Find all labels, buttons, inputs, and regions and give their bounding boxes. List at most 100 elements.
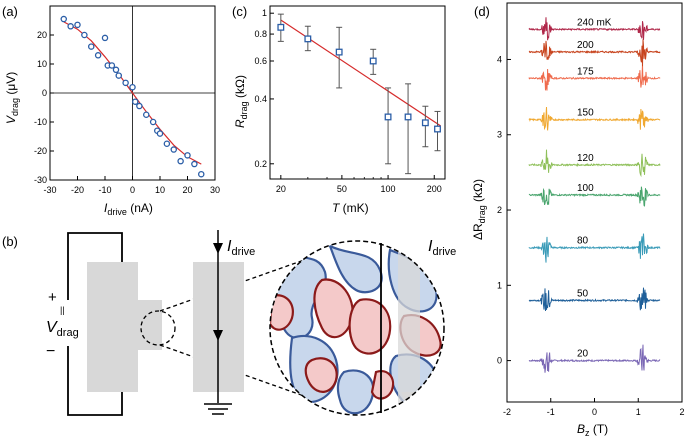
panel-c-data-point [404, 113, 412, 121]
panel-a-ylabel: Vdrag (μV) [4, 72, 20, 124]
panel-a-xtick-label: 20 [182, 185, 192, 195]
panel-a-xtick-label: -10 [98, 185, 111, 195]
panel-a-data-point [81, 31, 88, 39]
panel-c-data-point [335, 48, 343, 56]
panel-a-data-point [136, 102, 143, 110]
panel-a-data-point [74, 21, 81, 29]
panel-a-ytick-label: 10 [37, 59, 47, 69]
minus-sign: − [46, 343, 55, 360]
panel-a-data-point [170, 146, 177, 153]
panel-a-ytick-label: 0 [42, 88, 47, 98]
panel-c-data-point [434, 125, 441, 133]
panel-c: (c) 20 50 100 200 0.2 0.4 0.6 0.8 1 T (mK) Rdrag… [232, 4, 446, 215]
panel-d-trace [528, 186, 661, 207]
panel-a-data-point [131, 98, 139, 105]
panel-d-frame [506, 2, 683, 403]
panel-a-data-point [101, 34, 109, 42]
panel-d-xtick-label: 2 [679, 407, 684, 417]
panel-d-trace [528, 344, 661, 373]
vdrag-label: Vdrag [46, 319, 79, 339]
voltage-lead-bottom [67, 346, 123, 416]
panel-d-trace-label: 80 [577, 236, 589, 247]
voltage-lead-top [67, 232, 123, 300]
panel-c-xtick-label: 100 [381, 184, 396, 194]
panel-d-trace [528, 149, 661, 178]
panel-a-data-point [184, 152, 191, 159]
panel-c-ticks: 20 50 100 200 0.2 0.4 0.6 0.8 1 [254, 8, 441, 194]
idrive-label-2: Idrive [428, 238, 456, 258]
panel-a-ytick-label: -10 [34, 117, 47, 127]
panel-c-ytick-label: 1 [262, 8, 267, 18]
panel-a-xtick-label: -20 [71, 185, 84, 195]
panel-d-label: (d) [474, 4, 490, 19]
panel-d-xtick-label: 1 [636, 407, 641, 417]
panel-d-ytick-label: 2 [497, 205, 502, 215]
panel-a-data-point [142, 111, 150, 119]
panel-d-ytick-label: 4 [497, 54, 502, 64]
panel-c-data-point [369, 57, 377, 65]
panel-d-trace [528, 287, 661, 312]
panel-a-data-point [60, 15, 68, 23]
panel-a-data-point [122, 79, 129, 87]
panel-a-xtick-label: -30 [43, 185, 56, 195]
panel-a-data-point [149, 118, 157, 126]
drive-arrow-mid [213, 330, 223, 341]
panel-a-data-point [197, 170, 205, 178]
panel-a-data-point [115, 72, 123, 79]
panel-a-points [60, 15, 205, 178]
idrive-label-1: Idrive [227, 238, 255, 258]
panel-c-data-point [277, 23, 285, 31]
panel-d-trace-label: 20 [577, 349, 589, 360]
panel-d-traces: 20 50 80 100 120 150 175 200 240 mK [528, 17, 661, 373]
panel-c-xtick-label: 20 [276, 184, 286, 194]
panel-a-data-point [163, 140, 171, 147]
panel-d-trace-label: 120 [577, 153, 594, 164]
panel-a-data-point [177, 157, 184, 165]
panel-c-ytick-label: 0.8 [254, 29, 267, 39]
panel-c-data-point [304, 35, 312, 43]
panel-a-data-point [112, 66, 120, 74]
panel-a-xtick-label: 10 [155, 185, 165, 195]
panel-c-xlabel: T (mK) [332, 201, 369, 215]
panel-a-ytick-label: -20 [34, 146, 47, 156]
panel-c-points [277, 13, 441, 175]
plus-sign: + [48, 289, 57, 306]
panel-c-ylabel: Rdrag (kΩ) [233, 75, 249, 128]
panel-a-data-point [88, 43, 95, 50]
panel-d-trace-label: 50 [577, 288, 589, 299]
panel-c-xtick-label: 200 [427, 184, 442, 194]
panel-a-xtick-label: 0 [130, 185, 135, 195]
panel-d-xtick-label: -1 [547, 407, 555, 417]
panel-d-ylabel: ΔRdrag (kΩ) [471, 179, 487, 240]
panel-b-label: (b) [2, 234, 18, 249]
panel-d-trace [528, 106, 661, 131]
panel-d-ytick-label: 3 [497, 130, 502, 140]
panel-a-ytick-label: -30 [34, 175, 47, 185]
panel-a-xlabel: Idrive (nA) [104, 201, 153, 217]
panel-d-trace-label: 200 [577, 40, 594, 51]
panel-d-trace-label: 240 mK [577, 17, 612, 28]
panel-a: (a) -30 -20 -10 0 10 20 30 -30 -20 -10 0 10 20 Idriv… [2, 4, 220, 217]
panel-d-trace-label: 100 [577, 183, 594, 194]
panel-d-ytick-label: 1 [497, 280, 502, 290]
panel-a-xtick-label: 30 [210, 185, 220, 195]
zoom-source-circle [140, 310, 176, 346]
zoom-domain-view [270, 241, 444, 415]
panel-d-trace-label: 175 [577, 66, 594, 77]
panel-c-ytick-label: 0.6 [254, 56, 267, 66]
panel-a-data-point [191, 160, 198, 168]
panel-d-trace [528, 233, 661, 263]
panel-d-trace [528, 63, 661, 91]
panel-c-label: (c) [232, 4, 247, 19]
panel-c-data-point [421, 119, 429, 127]
panel-b: (b) + − Vdrag || Idrive [2, 230, 456, 416]
panel-a-data-point [156, 130, 164, 137]
panel-c-data-point [384, 113, 392, 121]
drive-arrow-top [213, 243, 223, 254]
panel-d-xtick-label: -2 [503, 407, 511, 417]
panel-a-ytick-label: 20 [37, 30, 47, 40]
panel-d-trace-label: 150 [577, 108, 594, 119]
